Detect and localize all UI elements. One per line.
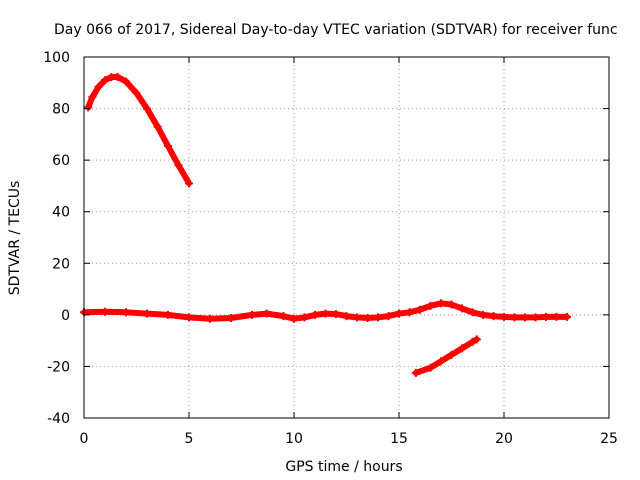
data-point	[321, 309, 330, 318]
data-point	[472, 335, 481, 344]
x-tick-label: 0	[80, 431, 89, 447]
data-point	[143, 309, 151, 318]
data-point	[416, 305, 424, 314]
data-point	[447, 300, 456, 309]
data-point	[185, 179, 193, 188]
data-point	[164, 310, 172, 319]
data-point	[426, 363, 435, 372]
data-point	[384, 312, 393, 321]
y-tick-label: 80	[52, 102, 70, 118]
data-point	[353, 313, 361, 322]
x-tick-label: 20	[495, 431, 513, 447]
data-point	[311, 310, 319, 319]
y-axis-label: SDTVAR / TECUs	[7, 181, 23, 296]
data-point	[290, 314, 298, 323]
data-point	[458, 344, 466, 353]
data-point	[468, 337, 477, 346]
data-point	[510, 313, 519, 322]
data-point	[174, 161, 183, 170]
y-tick-label: 0	[61, 308, 70, 324]
data-point	[101, 76, 109, 85]
data-point	[363, 313, 372, 322]
data-point	[94, 82, 103, 91]
chart-title: Day 066 of 2017, Sidereal Day-to-day VTE…	[54, 22, 618, 38]
data-point	[101, 307, 109, 316]
data-point	[88, 92, 97, 101]
data-point	[185, 313, 193, 322]
data-point	[405, 308, 414, 317]
data-point	[437, 299, 445, 308]
data-point	[122, 308, 130, 317]
data-point	[143, 104, 151, 113]
data-point	[300, 313, 309, 322]
data-point	[521, 313, 529, 322]
y-tick-label: 20	[52, 256, 70, 272]
data-point	[458, 304, 466, 313]
data-point	[342, 312, 351, 321]
y-tick-label: 40	[52, 205, 70, 221]
x-tick-label: 25	[600, 431, 618, 447]
data-point	[552, 312, 561, 321]
grid	[84, 57, 609, 418]
data-point	[113, 72, 122, 81]
data-point	[132, 89, 141, 98]
y-tick-label: -20	[47, 359, 70, 375]
data-point	[262, 309, 271, 318]
data-point	[489, 312, 498, 321]
data-point	[395, 309, 403, 318]
data-point	[411, 368, 420, 377]
data-point	[542, 312, 550, 321]
data-point	[84, 103, 93, 112]
data-point	[500, 312, 508, 321]
data-point	[563, 312, 571, 321]
data-point	[164, 141, 172, 150]
data-point	[279, 312, 288, 321]
x-tick-label: 10	[285, 431, 303, 447]
data-point	[122, 77, 130, 86]
plot-frame	[83, 56, 610, 419]
data-point	[153, 122, 162, 131]
x-tick-label: 5	[185, 431, 194, 447]
data-point	[374, 313, 382, 322]
x-tick-label: 15	[390, 431, 408, 447]
data-point	[332, 310, 340, 319]
data-point	[227, 313, 235, 322]
data-point	[206, 314, 214, 323]
y-tick-label: 60	[52, 153, 70, 169]
data-point	[531, 313, 540, 322]
y-tick-label: -40	[47, 411, 70, 427]
ticks	[83, 56, 610, 419]
x-axis-label: GPS time / hours	[285, 459, 402, 475]
data-point	[447, 350, 456, 359]
data-point	[426, 301, 435, 310]
tick-labels: 0 5 10 15 20 25 -40 -20 0 20 40 60 80 100	[43, 50, 618, 447]
series-layer	[80, 72, 571, 377]
data-point	[248, 310, 256, 319]
data-point	[437, 357, 445, 366]
y-tick-label: 100	[43, 50, 70, 66]
data-point	[468, 308, 477, 317]
data-point	[479, 310, 487, 319]
